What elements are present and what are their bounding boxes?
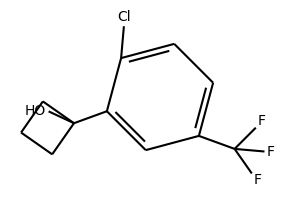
Text: F: F: [266, 144, 274, 159]
Text: F: F: [258, 114, 266, 128]
Text: F: F: [254, 174, 262, 187]
Text: Cl: Cl: [117, 10, 131, 24]
Text: HO: HO: [24, 104, 46, 118]
